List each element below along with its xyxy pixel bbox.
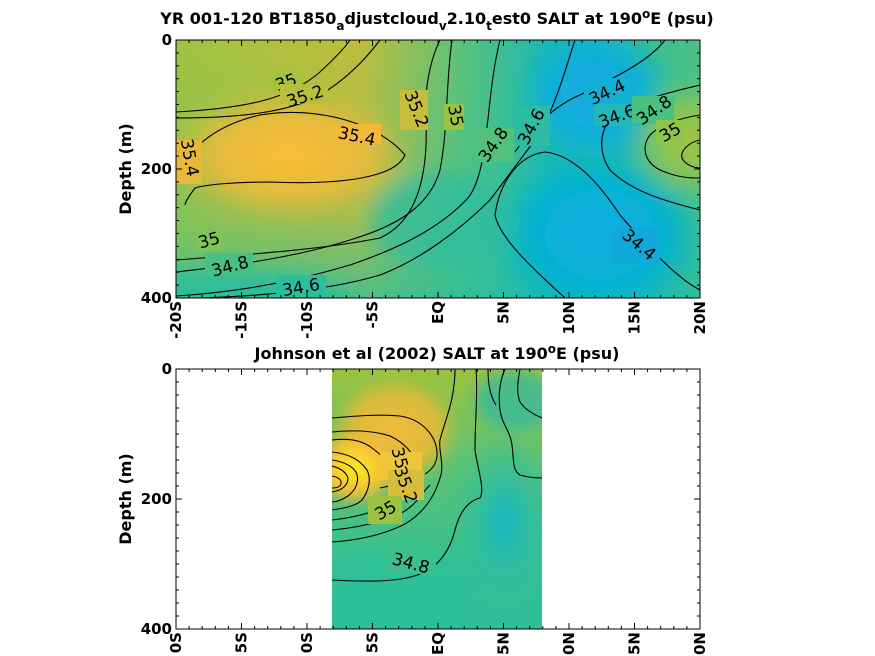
label-bg [656,120,684,142]
bottom-salinity-field [332,369,542,629]
x-tick-label: 5S [233,632,251,653]
bottom-contour-labels: 35.4 35.2 35 34.8 [368,445,436,579]
label-bg [194,230,224,250]
label-bg [594,104,640,126]
x-tick-label: 20N [691,301,709,334]
y-tick-label: 200 [141,490,172,508]
x-tick-label: 15N [626,301,644,334]
x-tick-label: EQ [429,632,447,655]
top-contour-labels: 35 35.2 35.4 35.4 35.2 35 34.8 34.6 34.4… [176,70,685,301]
bottom-y-axis-title: Depth (m) [116,453,135,545]
top-panel: YR 001-120 BT1850adjustcloudv2.10test0 S… [116,7,714,339]
top-axis-ticks [175,39,701,299]
x-tick-label: 5N [495,632,513,655]
x-tick-label: 5N [495,301,513,324]
label-bg [614,228,660,264]
label-bg [388,470,424,500]
label-bg [333,124,381,144]
top-y-axis: 0 200 400 [141,31,172,307]
bottom-x-axis: 0S 5S 0S 5S EQ 5N 0N 5N 0N [167,632,709,655]
x-tick-label: 10N [560,301,578,334]
x-tick-label: -15S [233,301,251,339]
top-y-axis-title: Depth (m) [116,123,135,215]
label-bg [386,550,436,574]
bottom-y-axis: 0 200 400 [141,360,172,638]
x-tick-label: EQ [429,301,447,324]
x-tick-label: 0S [298,632,316,653]
x-tick-label: 0N [560,632,578,655]
top-title: YR 001-120 BT1850adjustcloudv2.10test0 S… [159,7,713,33]
y-tick-label: 400 [141,289,172,307]
label-bg [474,128,514,162]
bottom-panel: Johnson et al (2002) SALT at 190oE (psu) [116,342,709,655]
x-tick-label: 0N [691,632,709,655]
label-bg [205,253,253,275]
label-bg [276,275,326,297]
y-tick-label: 0 [162,31,172,49]
y-tick-label: 400 [141,620,172,638]
bottom-axis-ticks [175,368,701,630]
x-tick-label: -10S [298,301,316,339]
y-tick-label: 0 [162,360,172,378]
label-bg [176,140,202,184]
label-bg [444,104,464,130]
label-bg [368,496,402,524]
label-bg [632,96,674,124]
label-bg [514,106,550,146]
bottom-title: Johnson et al (2002) SALT at 190oE (psu) [254,342,620,363]
label-bg [584,78,630,102]
contour-label: 35 [443,103,466,128]
x-tick-label: 5N [626,632,644,655]
x-tick-label: 0S [167,632,185,653]
top-x-axis: -20S -15S -10S -5S EQ 5N 10N 15N 20N [167,301,709,339]
x-tick-label: 5S [364,632,382,653]
label-bg [400,90,428,130]
y-tick-label: 200 [141,160,172,178]
x-tick-label: -20S [167,301,185,339]
label-bg [280,84,328,104]
x-tick-label: -5S [364,301,382,328]
